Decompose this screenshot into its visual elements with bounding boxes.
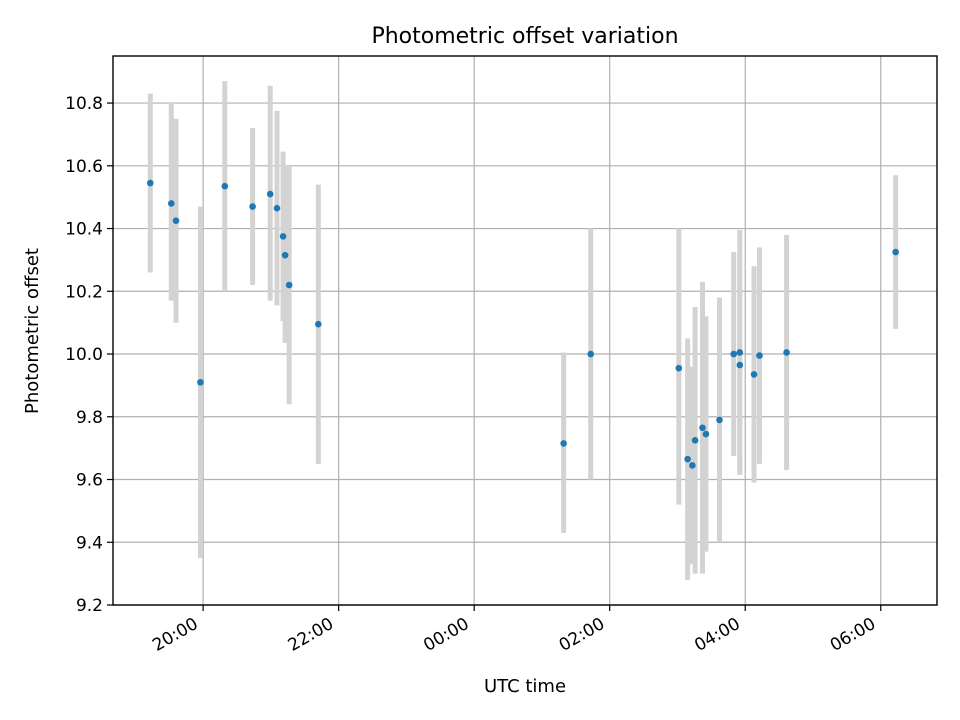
data-point (736, 361, 744, 369)
data-point (172, 217, 180, 224)
data-point (315, 320, 322, 328)
data-point (716, 416, 723, 424)
x-axis-label: UTC time (484, 676, 566, 697)
y-axis-label: Photometric offset (22, 248, 43, 414)
y-tick-label: 10.2 (65, 282, 103, 302)
data-point (285, 281, 293, 289)
data-point (249, 203, 256, 210)
data-point (197, 378, 204, 386)
chart-title: Photometric offset variation (371, 24, 678, 49)
x-tick-label: 02:00 (556, 614, 608, 656)
x-tick-label: 06:00 (827, 614, 879, 656)
plot-frame (112, 55, 938, 606)
y-tick-label: 10.8 (65, 94, 103, 114)
data-point (783, 349, 790, 356)
y-tick-label: 9.2 (76, 596, 103, 616)
data-point (750, 371, 758, 378)
x-tick-label: 20:00 (149, 614, 201, 656)
data-point (167, 200, 175, 207)
data-point (756, 352, 763, 359)
data-point (560, 440, 567, 447)
data-points (146, 179, 899, 469)
y-tick-label: 9.6 (76, 471, 103, 491)
y-tick-label: 9.8 (76, 408, 103, 428)
data-point (702, 430, 710, 438)
data-point (587, 350, 595, 358)
x-tick-label: 04:00 (691, 614, 743, 656)
error-bars (147, 81, 899, 580)
x-tick-label: 00:00 (420, 614, 472, 656)
y-tick-label: 10.4 (65, 220, 103, 240)
y-tick-label: 10.6 (65, 157, 103, 177)
data-point (221, 182, 229, 190)
grid-lines (113, 56, 937, 606)
data-point (699, 424, 706, 432)
data-point (892, 248, 899, 256)
data-point (689, 462, 696, 469)
data-point (146, 179, 154, 187)
data-point (266, 190, 274, 198)
data-point (684, 455, 691, 463)
y-tick-label: 9.4 (76, 533, 103, 553)
data-point (281, 251, 289, 259)
x-tick-label: 22:00 (285, 614, 337, 656)
data-point (675, 364, 683, 372)
data-point (736, 349, 744, 356)
data-point (691, 437, 699, 444)
data-point (730, 350, 738, 358)
y-tick-label: 10.0 (65, 345, 103, 365)
data-point (279, 233, 287, 240)
data-point (273, 204, 281, 212)
